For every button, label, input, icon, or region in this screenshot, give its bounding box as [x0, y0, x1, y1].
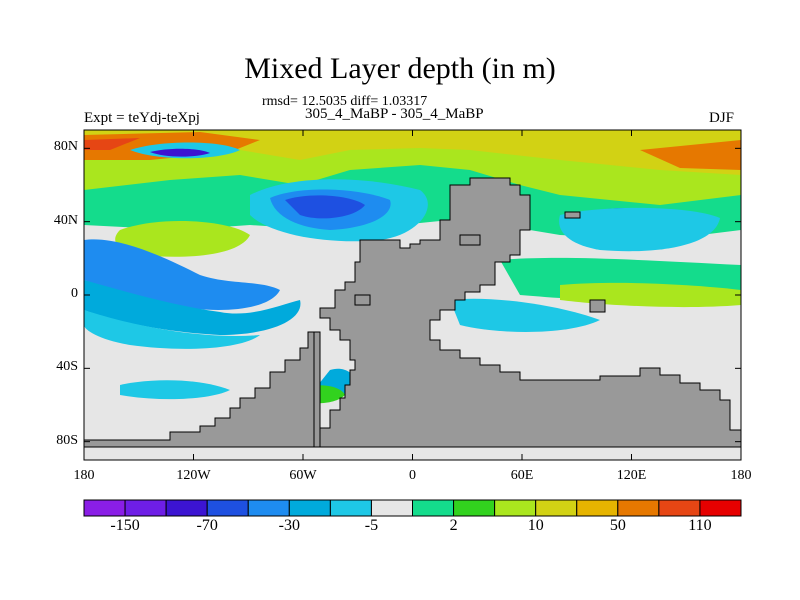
colorbar-swatch	[206, 499, 249, 517]
colorbar-swatch	[288, 499, 331, 517]
colorbar-swatch	[699, 499, 742, 517]
x-tick-label: 0	[409, 468, 416, 483]
x-tick-label: 120W	[176, 468, 211, 483]
axis-ticks	[83, 130, 742, 460]
land-island-2	[459, 234, 481, 246]
colorbar-swatch	[535, 499, 578, 517]
colorbar-swatch	[124, 499, 167, 517]
y-tick-label: 40S	[56, 359, 78, 375]
colorbar-swatch	[165, 499, 208, 517]
x-tick-label: 180	[730, 468, 752, 483]
field-region-north-red	[84, 138, 140, 150]
colorbar-label: 10	[527, 517, 544, 534]
colorbar-swatch	[453, 499, 496, 517]
colorbar-swatch	[83, 499, 126, 517]
colorbar-label: -30	[278, 517, 300, 534]
field-region-np-yellow	[115, 220, 251, 257]
x-tick-label: 120E	[616, 468, 647, 483]
land-island-1	[564, 211, 581, 219]
colorbar-swatch	[658, 499, 701, 517]
colorbar-swatch	[412, 499, 455, 517]
experiment-label: Expt = teYdj-teXpj	[84, 110, 200, 126]
y-tick-label: 80S	[56, 432, 78, 448]
land-island-3	[589, 299, 606, 313]
colorbar-swatch	[329, 499, 372, 517]
colorbar-label: -150	[110, 517, 140, 534]
colorbar-swatch	[617, 499, 660, 517]
field-region-pacific-cyan	[84, 280, 301, 335]
field-region-southern-cyan	[120, 380, 230, 400]
field-region-pacific-teal	[84, 239, 280, 310]
field-region-nh-deepblue	[285, 195, 365, 219]
y-tick-label: 0	[71, 286, 78, 301]
field-region-arctic-deepblue	[150, 148, 210, 157]
stats-line: rmsd= 12.5035 diff= 1.03317	[262, 94, 428, 109]
colorbar-label: 110	[688, 517, 712, 534]
y-tick-label: 40N	[53, 212, 78, 228]
colorbar-swatch	[494, 499, 537, 517]
colorbar-label: -5	[364, 517, 379, 534]
chart-title: Mixed Layer depth (in m)	[244, 52, 556, 85]
land-sa-tip	[313, 331, 321, 448]
colorbar-swatch	[247, 499, 290, 517]
field-region-arctic-orange	[640, 140, 741, 170]
chart-subtitle: 305_4_MaBP - 305_4_MaBP	[305, 106, 484, 122]
colorbar	[83, 499, 742, 517]
land-island-4	[354, 294, 371, 306]
land-americas	[319, 177, 741, 448]
y-tick-label: 80N	[53, 139, 78, 155]
x-tick-label: 60W	[289, 468, 317, 483]
colorbar-swatch	[576, 499, 619, 517]
land-mask	[84, 177, 741, 448]
x-tick-label: 180	[73, 468, 95, 483]
land-antarctica-west	[84, 331, 315, 448]
x-tick-label: 60E	[510, 468, 534, 483]
colorbar-label: 2	[449, 517, 458, 534]
field-region-pacific-cyan2	[84, 310, 260, 349]
colorbar-label: -70	[196, 517, 218, 534]
field-region-asia-cyan	[559, 207, 720, 252]
colorbar-label: 50	[609, 517, 626, 534]
colorbar-swatch	[370, 499, 413, 517]
field-region-indian-cyan	[450, 298, 600, 332]
season-label: DJF	[709, 110, 735, 126]
